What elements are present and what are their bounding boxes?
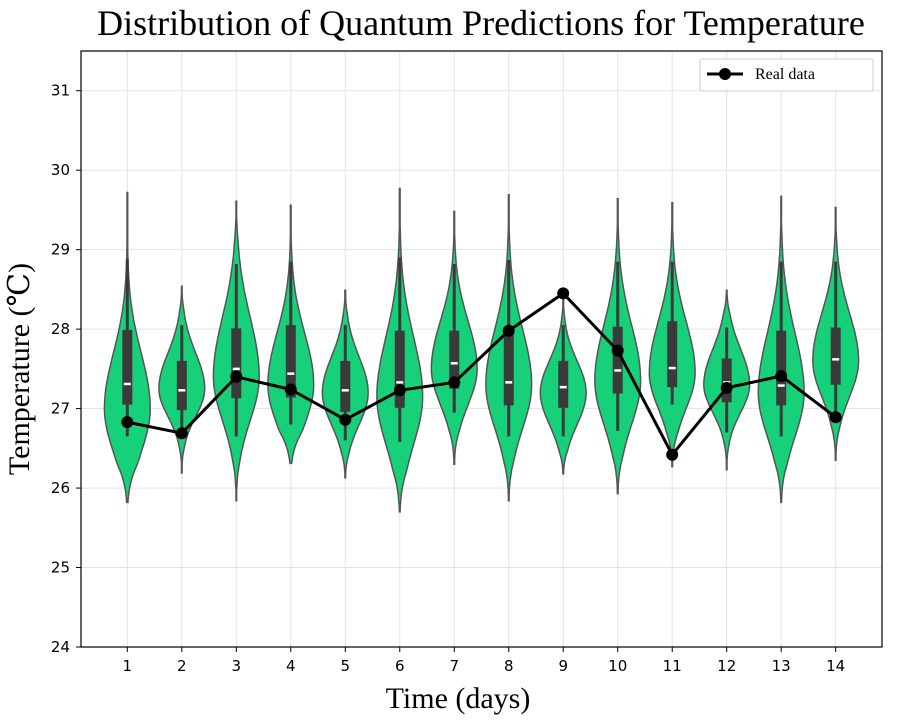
x-tick-label: 14 <box>826 657 845 675</box>
violin-iqr-box-day-9 <box>558 360 569 408</box>
y-tick-label: 30 <box>51 161 70 179</box>
real-data-point-day-10 <box>611 344 624 357</box>
x-tick-label: 11 <box>663 657 682 675</box>
real-data-line <box>127 291 837 457</box>
real-data-point-day-11 <box>666 448 679 461</box>
real-data-point-day-12 <box>720 381 733 394</box>
y-axis-label: Temperature (℃) <box>3 263 36 475</box>
real-data-point-day-4 <box>284 383 297 396</box>
violin-iqr-box-day-5 <box>340 360 351 412</box>
violin-iqr-box-day-7 <box>449 330 460 389</box>
real-data-point-day-2 <box>175 427 188 440</box>
real-data-point-day-9 <box>557 287 570 300</box>
real-data-point-day-8 <box>502 324 515 337</box>
legend-label-real-data: Real data <box>755 66 815 83</box>
violins <box>103 187 860 513</box>
violin-iqr-box-day-3 <box>231 328 242 399</box>
x-tick-label: 12 <box>717 657 736 675</box>
real-data-point-day-6 <box>393 384 406 397</box>
grid <box>81 51 882 648</box>
y-tick-label: 25 <box>51 559 70 577</box>
violin-iqr-box-day-13 <box>776 330 787 406</box>
violin-iqr-box-day-8 <box>503 331 514 406</box>
violin-iqr-box-day-12 <box>721 358 732 403</box>
real-data-point-day-7 <box>448 376 461 389</box>
real-data-point-day-13 <box>775 370 788 382</box>
y-tick-label: 27 <box>51 400 70 418</box>
x-tick-label: 3 <box>232 657 242 675</box>
x-tick-label: 10 <box>608 657 627 675</box>
y-tick-label: 24 <box>51 638 70 656</box>
x-tick-label: 7 <box>449 657 459 675</box>
x-tick-label: 1 <box>123 657 133 675</box>
real-data-point-day-14 <box>829 411 842 424</box>
real-data-point-day-1 <box>121 416 134 429</box>
violin-iqr-box-day-2 <box>176 360 187 411</box>
violin-iqr-box-day-14 <box>830 327 841 385</box>
y-tick-label: 28 <box>51 320 70 338</box>
x-tick-label: 6 <box>395 657 405 675</box>
violin-iqr-box-day-10 <box>612 326 623 394</box>
legend: Real data <box>699 58 874 92</box>
real-data-point-day-3 <box>230 370 243 383</box>
violin-iqr-box-day-1 <box>122 329 133 405</box>
y-tick-label: 29 <box>51 241 70 259</box>
x-tick-label: 9 <box>558 657 568 675</box>
y-tick-label: 26 <box>51 479 70 497</box>
x-tick-label: 2 <box>177 657 187 675</box>
violin-iqr-box-day-11 <box>667 321 678 388</box>
real-data-series <box>121 287 842 461</box>
x-tick-label: 8 <box>504 657 514 675</box>
x-axis-label: Time (days) <box>386 682 531 715</box>
x-tick-label: 13 <box>772 657 791 675</box>
x-tick-label: 5 <box>341 657 351 675</box>
chart-title: Distribution of Quantum Predictions for … <box>97 3 865 43</box>
plot-area-frame <box>80 50 883 648</box>
x-tick-label: 4 <box>286 657 296 675</box>
legend-dot-marker <box>719 68 731 80</box>
real-data-point-day-5 <box>339 413 352 426</box>
violin-iqr-box-day-6 <box>394 330 405 408</box>
violin-iqr-box-day-4 <box>285 325 296 398</box>
legend-box <box>699 58 874 92</box>
y-tick-label: 31 <box>51 82 70 100</box>
